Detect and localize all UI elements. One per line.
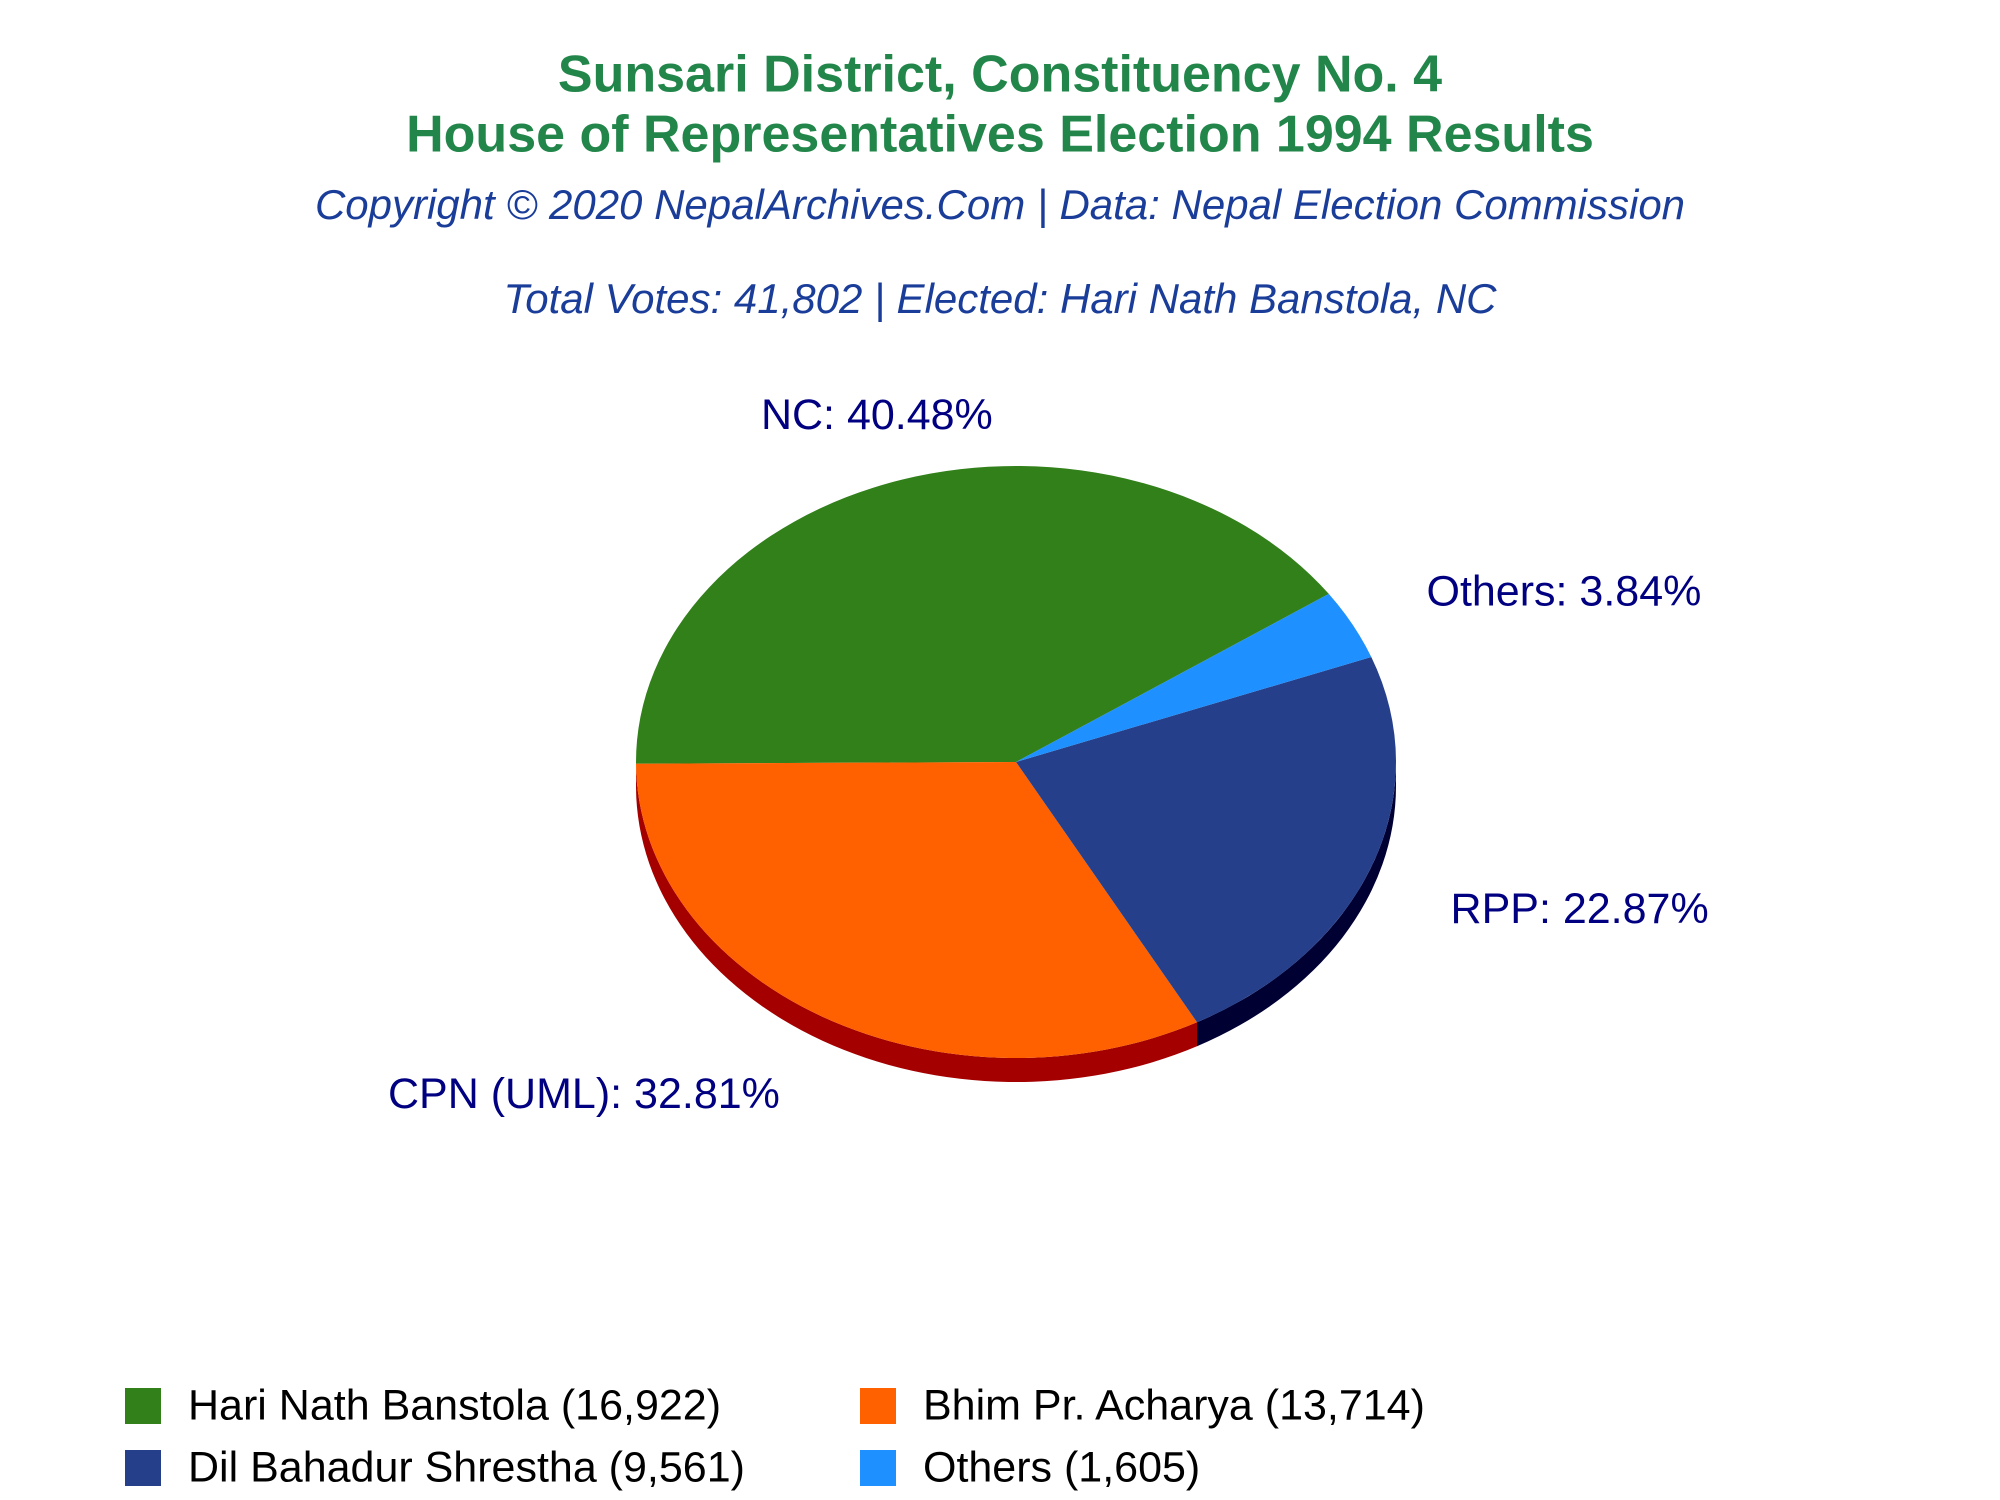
legend-swatch xyxy=(125,1388,161,1424)
data-label: Others: 3.84% xyxy=(1427,568,1702,616)
legend-label: Hari Nath Banstola (16,922) xyxy=(188,1381,721,1429)
slice xyxy=(1016,593,1372,762)
legend-swatch xyxy=(860,1388,896,1424)
chart-subtitle: House of Representatives Election 1994 R… xyxy=(406,106,1594,164)
legend-label: Others (1,605) xyxy=(923,1443,1200,1491)
legend-label: Bhim Pr. Acharya (13,714) xyxy=(923,1381,1425,1429)
source-note: Copyright © 2020 NepalArchives.Com | Dat… xyxy=(315,181,1685,229)
data-label: RPP: 22.87% xyxy=(1451,885,1709,933)
slice xyxy=(635,465,1329,764)
slice-side xyxy=(1196,762,1396,1047)
annotation: Total Votes: 41,802 | Elected: Hari Nath… xyxy=(503,275,1497,323)
legend: Hari Nath Banstola (16,922) Bhim Pr. Acha… xyxy=(125,1381,1425,1491)
legend-label: Dil Bahadur Shrestha (9,561) xyxy=(188,1443,745,1491)
slice xyxy=(636,762,1197,1058)
slice-side xyxy=(636,763,1197,1083)
legend-swatch xyxy=(125,1450,161,1486)
data-label: NC: 40.48% xyxy=(761,391,993,439)
chart-title: Sunsari District, Constituency No. 4 xyxy=(558,46,1442,104)
slice xyxy=(1016,657,1397,1023)
data-label: CPN (UML): 32.81% xyxy=(388,1070,780,1118)
legend-swatch xyxy=(860,1450,896,1486)
pie: NC: 40.48% CPN (UML): 32.81% RPP: 22.87% Ot… xyxy=(388,391,1709,1118)
